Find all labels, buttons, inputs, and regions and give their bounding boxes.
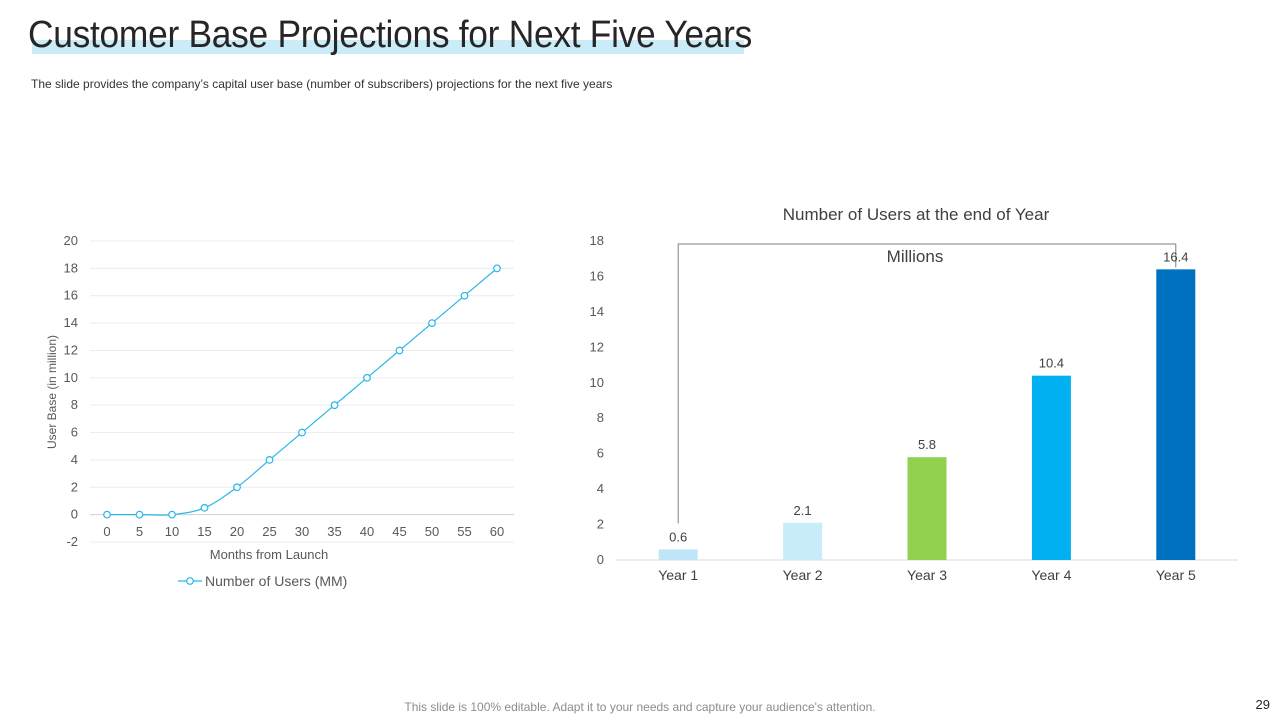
- line-chart-ytick-label: -2: [66, 534, 78, 549]
- bar-chart-ytick-label: 2: [597, 517, 604, 532]
- line-chart-point: [233, 483, 241, 492]
- slide-title: Customer Base Projections for Next Five …: [28, 14, 753, 56]
- bar-value-label: 10.4: [1039, 356, 1064, 371]
- bar-chart-ytick-label: 6: [597, 446, 604, 461]
- line-chart-xtick-label: 20: [230, 524, 244, 539]
- bar-category-label: Year 4: [1031, 567, 1071, 583]
- footer-note: This slide is 100% editable. Adapt it to…: [404, 700, 876, 714]
- bar-chart-ytick-label: 4: [597, 481, 604, 496]
- bar-chart-ytick-label: 10: [590, 375, 604, 390]
- line-chart-ytick-label: 8: [71, 397, 78, 412]
- bar: [658, 549, 698, 560]
- bar-chart-bracket: [677, 243, 1177, 524]
- line-chart-ytick-label: 16: [64, 288, 78, 303]
- title-highlight: [32, 40, 744, 54]
- bar: [783, 522, 823, 560]
- line-chart-ytick-label: 14: [64, 315, 78, 330]
- line-chart-xaxis-label: Months from Launch: [210, 547, 329, 562]
- bar-category-label: Year 3: [907, 567, 947, 583]
- line-chart-xtick-label: 25: [262, 524, 276, 539]
- line-chart-xtick-label: 50: [425, 524, 439, 539]
- line-series-users: [107, 267, 498, 516]
- slide-subtitle: The slide provides the company’s capital…: [31, 77, 613, 91]
- line-chart-ytick-label: 4: [71, 452, 78, 467]
- bar: [907, 457, 947, 560]
- line-chart-point: [200, 503, 209, 512]
- line-chart-point: [103, 510, 111, 519]
- line-chart-xtick-label: 60: [490, 524, 504, 539]
- bar-chart-ytick-label: 14: [590, 304, 604, 319]
- bar-category-label: Year 5: [1156, 567, 1196, 583]
- line-chart-point: [135, 510, 144, 519]
- line-chart-point: [168, 510, 176, 519]
- line-chart-ytick-label: 6: [71, 425, 78, 440]
- line-chart-legend-label: Number of Users (MM): [205, 573, 347, 589]
- line-chart-point: [460, 291, 469, 300]
- bar-value-label: 2.1: [794, 503, 812, 518]
- line-chart-point: [395, 346, 404, 355]
- line-chart-xtick-label: 40: [360, 524, 374, 539]
- bar-value-label: 5.8: [918, 437, 936, 452]
- bar-category-label: Year 2: [783, 567, 823, 583]
- line-chart-xtick-label: 45: [392, 524, 406, 539]
- bar-category-label: Year 1: [658, 567, 698, 583]
- line-chart-xtick-label: 5: [136, 524, 143, 539]
- line-chart-point: [265, 456, 274, 464]
- title-block: Customer Base Projections for Next Five …: [28, 14, 807, 57]
- line-chart-ytick-label: 12: [64, 342, 78, 357]
- bar-value-label: 16.4: [1163, 249, 1188, 264]
- line-chart-xtick-label: 30: [295, 524, 309, 539]
- bar-chart-annotation: Millions: [887, 247, 944, 266]
- line-chart-ytick-label: 0: [71, 507, 78, 522]
- line-chart-ytick-label: 18: [64, 260, 78, 275]
- line-chart-xtick-label: 0: [103, 524, 110, 539]
- line-chart-ytick-label: 2: [71, 479, 78, 494]
- line-chart: -2 0 2 4 6 8 10 12 14 16 18 20 0 5 10 15 20 25 30 35 40 45 50 5…: [45, 233, 514, 589]
- bar-chart-ytick-label: 18: [590, 233, 604, 248]
- bar-chart-ytick-label: 8: [597, 410, 604, 425]
- legend-marker-icon: [186, 577, 194, 585]
- line-chart-point: [298, 428, 306, 437]
- line-chart-xtick-label: 15: [197, 524, 211, 539]
- line-chart-xtick-label: 35: [327, 524, 341, 539]
- bar-chart-ytick-label: 0: [597, 552, 604, 567]
- bar: [1156, 269, 1196, 560]
- line-chart-point: [330, 401, 339, 410]
- line-chart-xtick-label: 10: [165, 524, 179, 539]
- line-chart-xtick-label: 55: [457, 524, 471, 539]
- line-chart-ytick-label: 20: [64, 233, 78, 248]
- bar-chart-ytick-label: 16: [590, 268, 604, 283]
- bar: [1031, 375, 1071, 560]
- line-chart-ytick-label: 10: [64, 370, 78, 385]
- line-chart-yaxis-label: User Base (in million): [45, 335, 59, 449]
- line-chart-point: [363, 373, 371, 382]
- bar-chart: Number of Users at the end of Year 0 2 4 6 8 1…: [590, 205, 1238, 583]
- bar-chart-ytick-label: 12: [590, 339, 604, 354]
- bar-chart-title: Number of Users at the end of Year: [783, 205, 1050, 224]
- line-chart-point: [493, 264, 501, 273]
- page-number: 29: [1255, 697, 1270, 712]
- bar-value-label: 0.6: [669, 529, 687, 544]
- line-chart-point: [428, 319, 436, 327]
